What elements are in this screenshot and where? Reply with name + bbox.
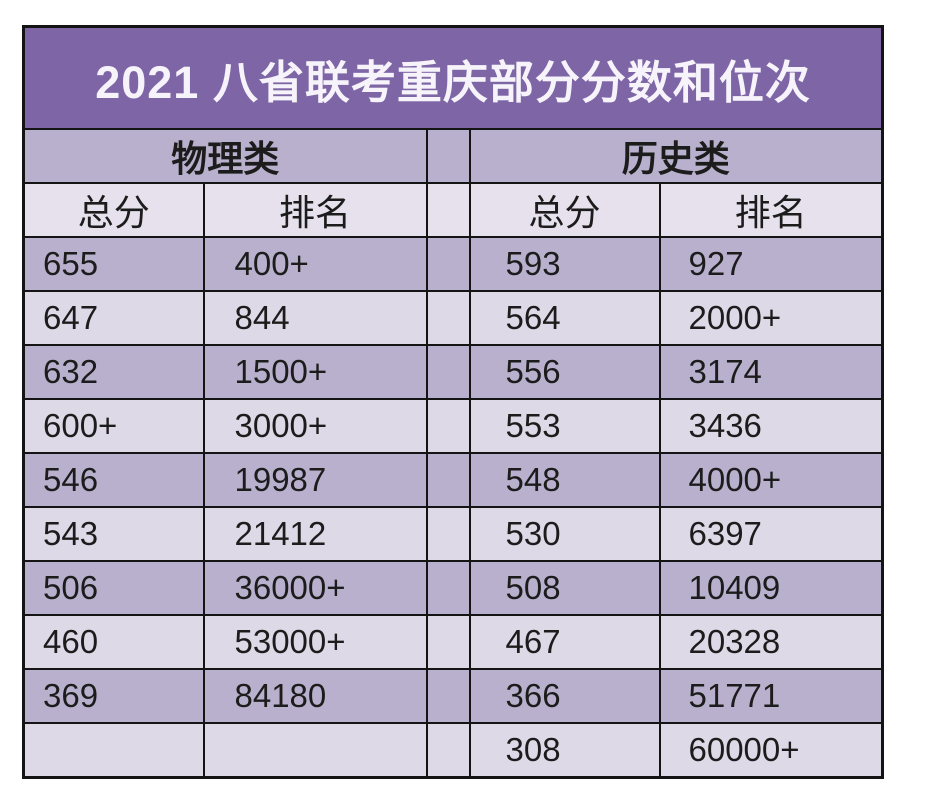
history-score-header: 总分 (468, 182, 661, 238)
spacer-cell (425, 668, 471, 724)
table-row: 506 36000+ 508 10409 (22, 560, 884, 616)
spacer-cell (425, 344, 471, 400)
physics-section-label: 物理类 (22, 128, 428, 184)
physics-rank-cell: 21412 (202, 506, 428, 562)
physics-rank-cell: 36000+ (202, 560, 428, 616)
physics-rank-cell (202, 722, 428, 779)
score-table-body: 655 400+ 593 927 647 844 564 2000+ 632 1500+ 556 31… (22, 236, 884, 779)
physics-rank-cell: 3000+ (202, 398, 428, 454)
history-rank-cell: 6397 (658, 506, 884, 562)
physics-rank-cell: 53000+ (202, 614, 428, 670)
page-title: 2021 八省联考重庆部分分数和位次 (22, 25, 884, 130)
physics-score-cell: 655 (22, 236, 205, 292)
history-rank-cell: 2000+ (658, 290, 884, 346)
spacer-cell (425, 722, 471, 779)
history-score-cell: 593 (468, 236, 661, 292)
physics-score-cell: 369 (22, 668, 205, 724)
spacer-cell (425, 452, 471, 508)
spacer-cell (425, 560, 471, 616)
history-score-cell: 564 (468, 290, 661, 346)
spacer-cell (425, 506, 471, 562)
history-rank-cell: 51771 (658, 668, 884, 724)
table-row: 543 21412 530 6397 (22, 506, 884, 562)
history-rank-cell: 927 (658, 236, 884, 292)
spacer-cell (425, 182, 471, 238)
physics-score-cell (22, 722, 205, 779)
table-row: 632 1500+ 556 3174 (22, 344, 884, 400)
spacer-cell (425, 290, 471, 346)
table-row: 308 60000+ (22, 722, 884, 779)
history-rank-cell: 60000+ (658, 722, 884, 779)
column-header-row: 总分 排名 总分 排名 (22, 182, 884, 238)
table-row: 546 19987 548 4000+ (22, 452, 884, 508)
physics-score-cell: 543 (22, 506, 205, 562)
history-rank-cell: 3174 (658, 344, 884, 400)
physics-score-cell: 632 (22, 344, 205, 400)
history-rank-cell: 20328 (658, 614, 884, 670)
physics-rank-cell: 19987 (202, 452, 428, 508)
physics-score-cell: 600+ (22, 398, 205, 454)
physics-rank-cell: 1500+ (202, 344, 428, 400)
history-score-cell: 467 (468, 614, 661, 670)
history-section-label: 历史类 (468, 128, 884, 184)
table-row: 369 84180 366 51771 (22, 668, 884, 724)
spacer-cell (425, 236, 471, 292)
history-score-cell: 508 (468, 560, 661, 616)
table-row: 600+ 3000+ 553 3436 (22, 398, 884, 454)
history-score-cell: 366 (468, 668, 661, 724)
history-score-cell: 530 (468, 506, 661, 562)
history-score-cell: 548 (468, 452, 661, 508)
history-score-cell: 553 (468, 398, 661, 454)
score-table: 2021 八省联考重庆部分分数和位次 物理类 历史类 总分 排名 总分 排名 6… (22, 25, 885, 779)
physics-score-cell: 546 (22, 452, 205, 508)
history-rank-cell: 3436 (658, 398, 884, 454)
spacer-cell (425, 128, 471, 184)
section-header-row: 物理类 历史类 (22, 128, 884, 184)
spacer-cell (425, 614, 471, 670)
history-score-cell: 308 (468, 722, 661, 779)
history-rank-header: 排名 (658, 182, 884, 238)
title-row: 2021 八省联考重庆部分分数和位次 (22, 25, 884, 130)
physics-rank-cell: 84180 (202, 668, 428, 724)
physics-score-cell: 460 (22, 614, 205, 670)
table-row: 647 844 564 2000+ (22, 290, 884, 346)
physics-score-header: 总分 (22, 182, 205, 238)
physics-rank-cell: 400+ (202, 236, 428, 292)
physics-rank-header: 排名 (202, 182, 428, 238)
history-rank-cell: 10409 (658, 560, 884, 616)
spacer-cell (425, 398, 471, 454)
physics-score-cell: 506 (22, 560, 205, 616)
table-row: 460 53000+ 467 20328 (22, 614, 884, 670)
physics-score-cell: 647 (22, 290, 205, 346)
physics-rank-cell: 844 (202, 290, 428, 346)
history-rank-cell: 4000+ (658, 452, 884, 508)
table-row: 655 400+ 593 927 (22, 236, 884, 292)
history-score-cell: 556 (468, 344, 661, 400)
